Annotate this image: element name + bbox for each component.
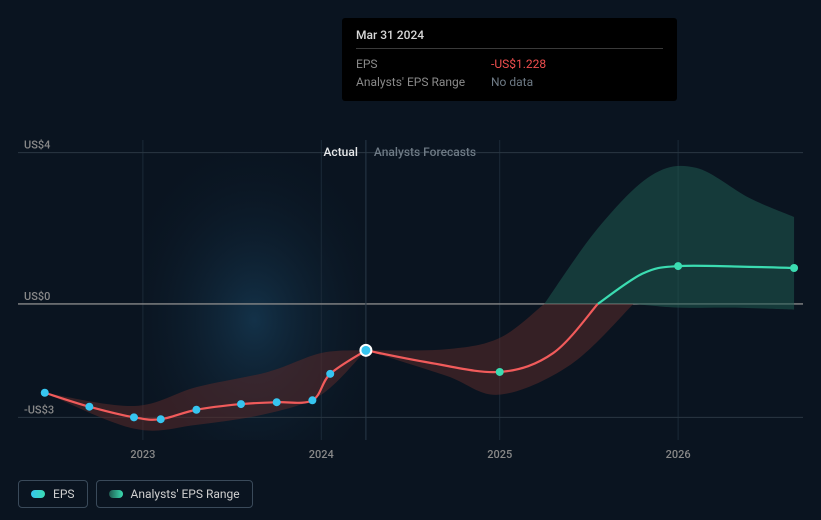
tooltip-date: Mar 31 2024	[356, 28, 663, 42]
legend: EPS Analysts' EPS Range	[18, 480, 253, 508]
legend-item-eps[interactable]: EPS	[18, 480, 88, 508]
tooltip-row-label: EPS	[356, 55, 471, 73]
tooltip-divider	[356, 48, 663, 49]
svg-text:US$4: US$4	[24, 139, 50, 152]
eps-chart: -US$3 US$0 US$4 2023 2024 2025 2026 Actual Analy…	[0, 0, 821, 520]
svg-text:2023: 2023	[130, 448, 155, 461]
tooltip-row-value: No data	[491, 73, 533, 91]
tooltip-row-label: Analysts' EPS Range	[356, 73, 471, 91]
chart-tooltip: Mar 31 2024 EPS-US$1.228Analysts' EPS Ra…	[342, 18, 677, 101]
legend-item-range[interactable]: Analysts' EPS Range	[96, 480, 253, 508]
svg-text:-US$3: -US$3	[24, 403, 54, 416]
tooltip-row-value: -US$1.228	[491, 55, 546, 73]
svg-text:2026: 2026	[666, 448, 691, 461]
legend-swatch-range	[109, 490, 123, 498]
svg-text:Analysts Forecasts: Analysts Forecasts	[374, 145, 476, 159]
tooltip-row: Analysts' EPS Range No data	[356, 73, 663, 91]
svg-text:2025: 2025	[487, 448, 512, 461]
svg-text:Actual: Actual	[323, 145, 357, 159]
legend-label: EPS	[53, 487, 75, 501]
legend-swatch-eps	[31, 490, 45, 498]
svg-text:2024: 2024	[309, 448, 334, 461]
svg-text:US$0: US$0	[24, 290, 50, 303]
tooltip-row: EPS -US$1.228	[356, 55, 663, 73]
legend-label: Analysts' EPS Range	[131, 487, 240, 501]
